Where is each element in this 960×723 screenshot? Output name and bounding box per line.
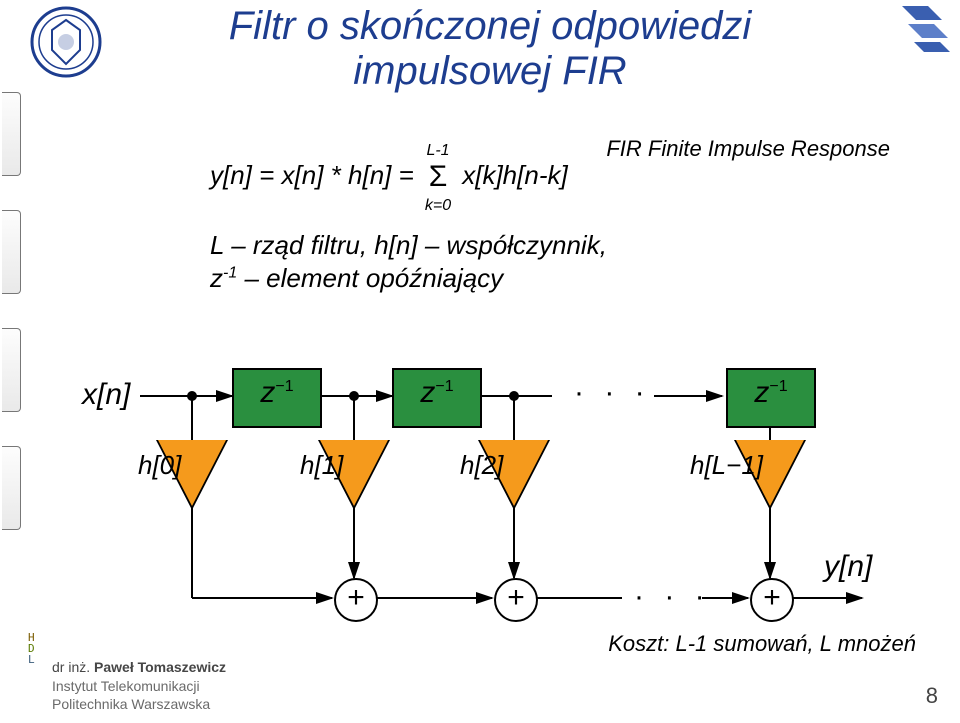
formula-right: x[k]h[n-k] (455, 160, 568, 190)
cost-text: Koszt: L-1 sumowań, L mnożeń (608, 631, 916, 657)
description: L – rząd filtru, h[n] – współczynnik, z-… (210, 229, 870, 296)
desc-line-1: L – rząd filtru, h[n] – współczynnik, (210, 230, 607, 260)
author-prefix: dr inż. (52, 659, 90, 675)
footer-university: Politechnika Warszawska (52, 695, 226, 713)
sigma-symbol: Σ (429, 160, 448, 193)
title-line-1: Filtr o skończonej odpowiedzi (229, 4, 751, 48)
title-line-2: impulsowej FIR (353, 49, 626, 93)
ellipsis-top: · · · (574, 376, 651, 410)
sigma-lower: k=0 (421, 197, 455, 215)
fir-block-diagram: x[n] z−1 z−1 z−1 · · · h[0] h[1] h[2] h[… (82, 368, 902, 620)
footer-institute: Instytut Telekomunikacji (52, 677, 226, 695)
coeff-label: h[2] (460, 450, 520, 481)
delay-block: z−1 (726, 368, 816, 428)
input-label: x[n] (82, 378, 130, 412)
content-area: FIR Finite Impulse Response y[n] = x[n] … (150, 136, 870, 295)
tab[interactable] (2, 210, 21, 294)
coeff-label: h[L−1] (690, 450, 790, 481)
ellipsis-bottom: · · · (634, 580, 711, 614)
formula: FIR Finite Impulse Response y[n] = x[n] … (210, 160, 870, 193)
adder: + (494, 578, 538, 622)
hdl-pencil-icon: H D L (28, 632, 35, 665)
delay-block: z−1 (392, 368, 482, 428)
coeff-label: h[0] (138, 450, 198, 481)
formula-left: y[n] = x[n] * h[n] = (210, 160, 421, 190)
tab[interactable] (2, 92, 21, 176)
adder: + (334, 578, 378, 622)
sigma-upper: L-1 (421, 142, 455, 160)
tab[interactable] (2, 328, 21, 412)
university-crest (30, 6, 102, 78)
left-tab-bar (0, 0, 22, 723)
desc-z-sup: -1 (223, 264, 237, 281)
desc-rest: – element opóźniający (237, 263, 503, 293)
fir-acronym-label: FIR Finite Impulse Response (606, 136, 890, 162)
coeff-label: h[1] (300, 450, 360, 481)
page-number: 8 (926, 683, 938, 709)
delay-block: z−1 (232, 368, 322, 428)
slide-title: Filtr o skończonej odpowiedzi impulsowej… (120, 4, 860, 94)
output-label: y[n] (824, 550, 872, 584)
institute-logo (898, 2, 952, 56)
adder: + (750, 578, 794, 622)
sigma-block: L-1 Σ k=0 (421, 162, 455, 193)
tab[interactable] (2, 446, 21, 530)
author-name: Paweł Tomaszewicz (94, 659, 226, 675)
footer: dr inż. Paweł Tomaszewicz Instytut Telek… (52, 658, 226, 713)
desc-z: z (210, 263, 223, 293)
